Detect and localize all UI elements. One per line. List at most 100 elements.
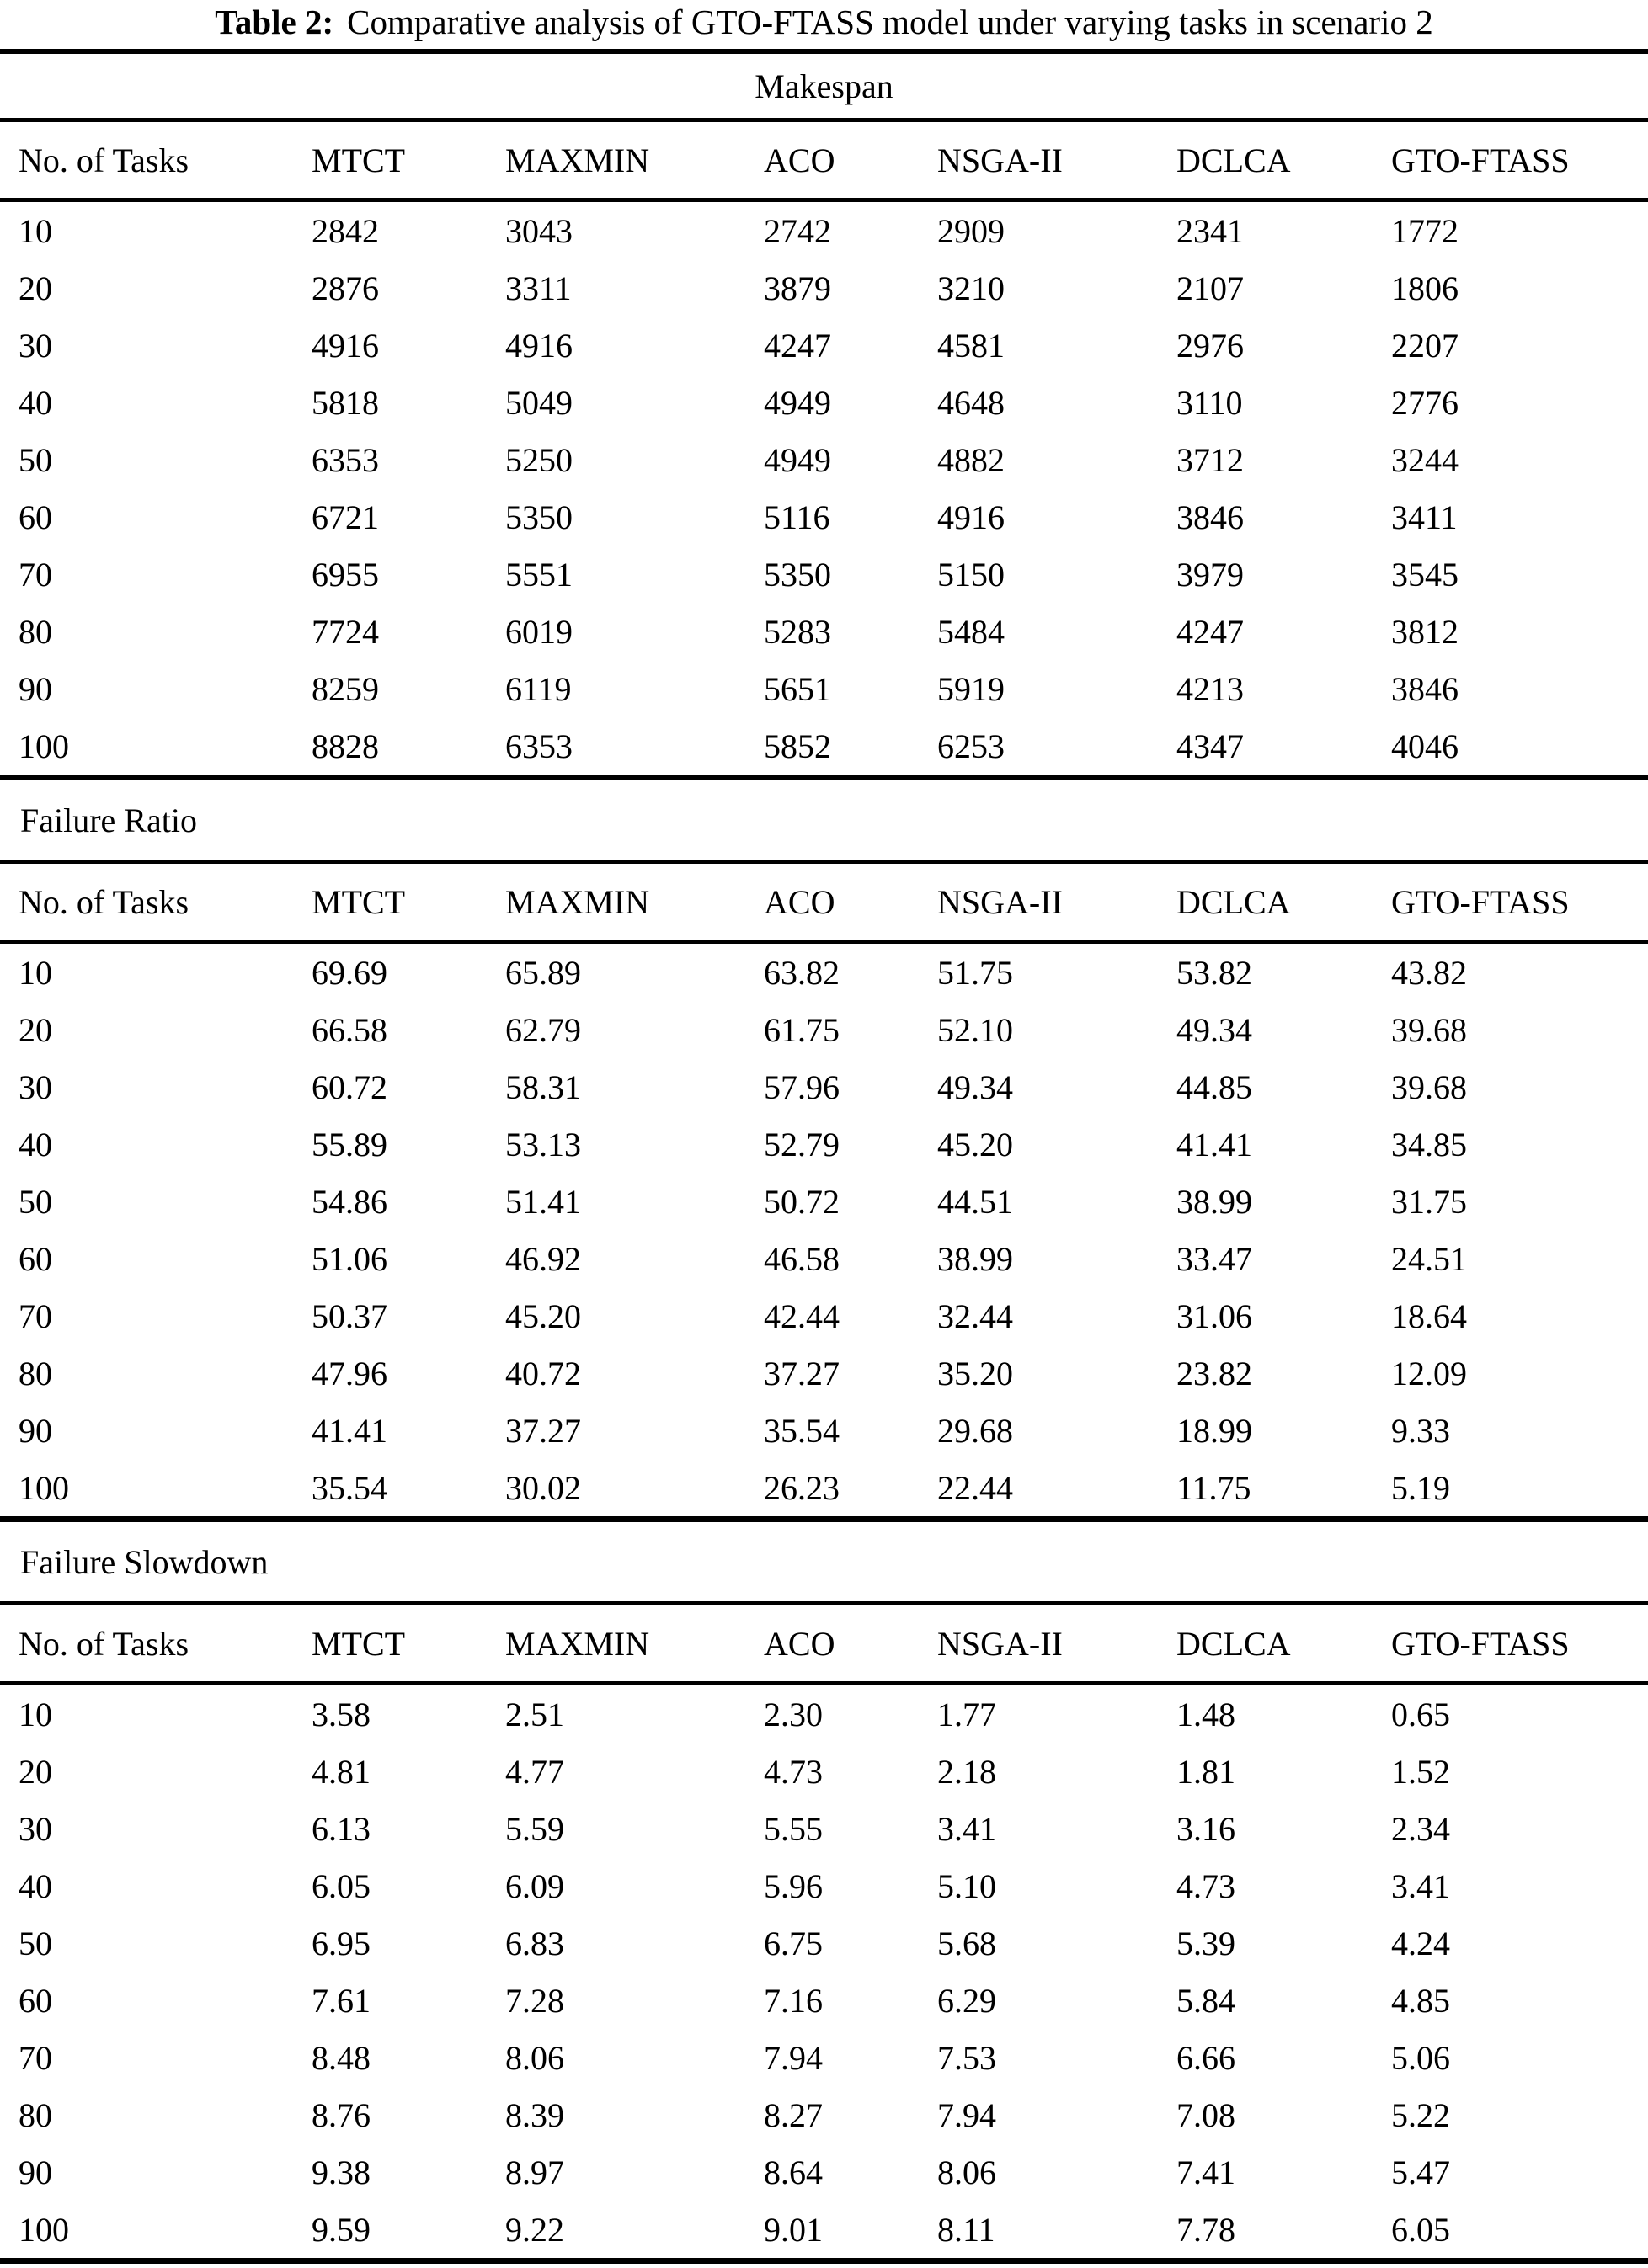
table-cell: 2909	[937, 211, 1005, 250]
table-cell: 6.09	[505, 1866, 564, 1905]
column-header: ACO	[764, 141, 835, 179]
table-cell: 4213	[1176, 669, 1244, 708]
table-row: 80 8.76 8.39 8.27 7.94 7.08 5.22	[19, 2086, 1648, 2143]
table-row: 100 35.54 30.02 26.23 22.44 11.75 5.19	[19, 1459, 1648, 1516]
column-header: ACO	[764, 1624, 835, 1663]
column-header: No. of Tasks	[19, 1624, 189, 1663]
table-cell: 6353	[312, 440, 379, 479]
column-header: No. of Tasks	[19, 882, 189, 921]
table-cell: 3.41	[1391, 1866, 1450, 1905]
table-cell: 1.52	[1391, 1752, 1450, 1791]
table-cell: 5484	[937, 612, 1005, 651]
table-cell: 5818	[312, 383, 379, 422]
table-cell: 45.20	[937, 1125, 1013, 1163]
section-label-makespan: Makespan	[0, 54, 1648, 118]
failure-slowdown-data-table: 10 3.58 2.51 2.30 1.77 1.48 0.65 20 4.81 4.77 4.73…	[19, 1685, 1648, 2258]
table-cell: 60	[19, 1981, 52, 2020]
table-cell: 10	[19, 1695, 52, 1733]
table-cell: 6.05	[312, 1866, 371, 1905]
table-cell: 6.13	[312, 1809, 371, 1848]
table-cell: 5.84	[1176, 1981, 1235, 2020]
table-cell: 1772	[1391, 211, 1459, 250]
table-cell: 2.34	[1391, 1809, 1450, 1848]
table-cell: 3545	[1391, 555, 1459, 594]
table-cell: 3879	[764, 269, 831, 307]
table-row: 60 6721 5350 5116 4916 3846 3411	[19, 488, 1648, 546]
table-cell: 8259	[312, 669, 379, 708]
table-cell: 4581	[937, 326, 1005, 365]
header-row: No. of Tasks MTCT MAXMIN ACO NSGA-II DCL…	[19, 122, 1648, 198]
table-cell: 6.66	[1176, 2038, 1235, 2077]
table-cell: 40.72	[505, 1354, 581, 1392]
column-header: ACO	[764, 882, 835, 921]
table-cell: 52.10	[937, 1010, 1013, 1049]
section-label-failure-slowdown: Failure Slowdown	[0, 1522, 1648, 1601]
table-cell: 2341	[1176, 211, 1244, 250]
table-cell: 30	[19, 326, 52, 365]
table-cell: 55.89	[312, 1125, 387, 1163]
table-cell: 57.96	[764, 1067, 840, 1106]
table-cell: 3.16	[1176, 1809, 1235, 1848]
column-header: NSGA-II	[937, 141, 1063, 179]
table-cell: 3043	[505, 211, 573, 250]
section-label-text: Failure Ratio	[20, 801, 197, 839]
table-row: 70 8.48 8.06 7.94 7.53 6.66 5.06	[19, 2029, 1648, 2086]
table-cell: 5.96	[764, 1866, 823, 1905]
table-cell: 51.75	[937, 953, 1013, 992]
table-cell: 0.65	[1391, 1695, 1450, 1733]
table-cell: 3110	[1176, 383, 1243, 422]
column-header: DCLCA	[1176, 1624, 1291, 1663]
header-row: No. of Tasks MTCT MAXMIN ACO NSGA-II DCL…	[19, 1605, 1648, 1681]
table-cell: 2207	[1391, 326, 1459, 365]
table-cell: 5.22	[1391, 2095, 1450, 2134]
section-label-failure-ratio: Failure Ratio	[0, 780, 1648, 860]
table-cell: 5.55	[764, 1809, 823, 1848]
table-row: 100 9.59 9.22 9.01 8.11 7.78 6.05	[19, 2201, 1648, 2258]
table-cell: 4247	[1176, 612, 1244, 651]
table-cell: 6.83	[505, 1924, 564, 1962]
table-row: 40 55.89 53.13 52.79 45.20 41.41 34.85	[19, 1115, 1648, 1173]
table-cell: 7.41	[1176, 2153, 1235, 2191]
table-cell: 6353	[505, 727, 573, 765]
table-cell: 90	[19, 1411, 52, 1450]
table-cell: 23.82	[1176, 1354, 1252, 1392]
table-cell: 24.51	[1391, 1239, 1467, 1278]
failure-ratio-header-table: No. of Tasks MTCT MAXMIN ACO NSGA-II DCL…	[19, 864, 1648, 940]
section-end-rule	[0, 1516, 1648, 1522]
table-cell: 44.51	[937, 1182, 1013, 1221]
table-cell: 37.27	[764, 1354, 840, 1392]
table-cell: 9.38	[312, 2153, 371, 2191]
table-cell: 9.59	[312, 2210, 371, 2249]
table-row: 100 8828 6353 5852 6253 4347 4046	[19, 717, 1648, 775]
table-cell: 12.09	[1391, 1354, 1467, 1392]
table-cell: 31.06	[1176, 1296, 1252, 1335]
column-header: MTCT	[312, 1624, 406, 1663]
table-cell: 4648	[937, 383, 1005, 422]
section-label-text: Makespan	[755, 67, 893, 105]
column-header: DCLCA	[1176, 141, 1291, 179]
table-row: 60 7.61 7.28 7.16 6.29 5.84 4.85	[19, 1972, 1648, 2029]
table-cell: 4.24	[1391, 1924, 1450, 1962]
table-cell: 4916	[505, 326, 573, 365]
table-cell: 3846	[1176, 498, 1244, 536]
table-cell: 33.47	[1176, 1239, 1252, 1278]
table-cell: 9.33	[1391, 1411, 1450, 1450]
table-cell: 18.99	[1176, 1411, 1252, 1450]
table-cell: 51.41	[505, 1182, 581, 1221]
table-cell: 4949	[764, 383, 831, 422]
table-cell: 3244	[1391, 440, 1459, 479]
column-header: MTCT	[312, 141, 406, 179]
header-row: No. of Tasks MTCT MAXMIN ACO NSGA-II DCL…	[19, 864, 1648, 940]
column-header: MAXMIN	[505, 1624, 650, 1663]
table-cell: 80	[19, 1354, 52, 1392]
horizontal-rule	[0, 198, 1648, 202]
table-row: 20 66.58 62.79 61.75 52.10 49.34 39.68	[19, 1001, 1648, 1058]
table-cell: 90	[19, 669, 52, 708]
table-cell: 35.54	[764, 1411, 840, 1450]
table-cell: 8.39	[505, 2095, 564, 2134]
table-cell: 4046	[1391, 727, 1459, 765]
table-row: 90 8259 6119 5651 5919 4213 3846	[19, 660, 1648, 717]
table-cell: 30	[19, 1067, 52, 1106]
table-cell: 5.10	[937, 1866, 996, 1905]
